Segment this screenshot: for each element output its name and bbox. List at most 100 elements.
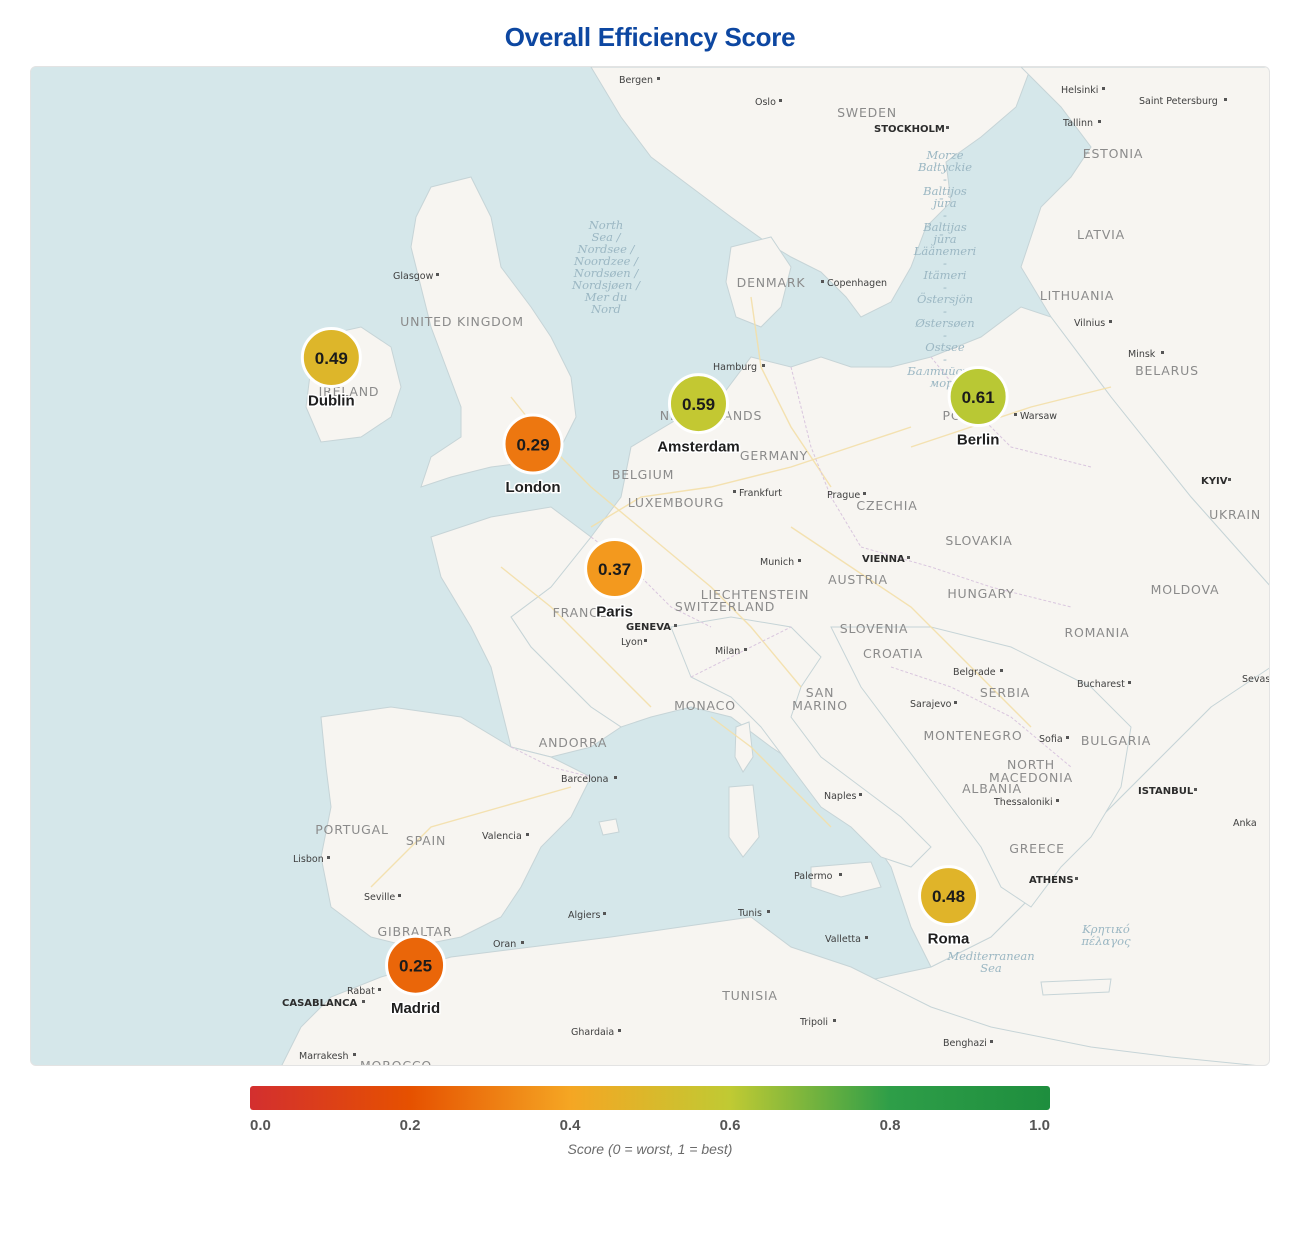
marker-roma[interactable]: 0.48 Roma bbox=[918, 865, 980, 949]
land-corsica bbox=[734, 721, 754, 773]
country-label-north-macedonia: NORTH MACEDONIA bbox=[989, 757, 1073, 785]
country-label-czechia: CZECHIA bbox=[856, 498, 917, 513]
marker-city-name: Dublin bbox=[308, 393, 355, 410]
city-label-stockholm: STOCKHOLM bbox=[874, 124, 945, 135]
city-label-bergen: Bergen bbox=[619, 75, 653, 86]
country-label-morocco: MOROCCO bbox=[360, 1058, 432, 1066]
marker-value: 0.37 bbox=[598, 560, 631, 579]
country-label-slovenia: SLOVENIA bbox=[840, 621, 909, 636]
city-label-minsk: Minsk bbox=[1128, 349, 1156, 360]
land-balkans bbox=[830, 626, 1132, 908]
land-denmark bbox=[725, 236, 792, 328]
city-label-geneva: GENEVA bbox=[626, 622, 671, 633]
legend-tick: 1.0 bbox=[1029, 1117, 1050, 1134]
city-label-lisbon: Lisbon bbox=[293, 854, 324, 865]
city-label-tunis: Tunis bbox=[737, 908, 762, 919]
land-france bbox=[430, 506, 622, 758]
country-label-germany: GERMANY bbox=[740, 448, 808, 463]
land-iberia bbox=[320, 706, 592, 948]
marker-circle[interactable] bbox=[667, 373, 729, 435]
marker-value: 0.48 bbox=[932, 887, 965, 906]
city-label-warsaw: Warsaw bbox=[1020, 411, 1057, 422]
city-label-tripoli: Tripoli bbox=[799, 1017, 828, 1028]
city-label-prague: Prague bbox=[827, 490, 860, 501]
city-label-lyon: Lyon bbox=[621, 637, 643, 648]
country-label-serbia: SERBIA bbox=[980, 685, 1030, 700]
city-label-bucharest: Bucharest bbox=[1077, 679, 1125, 690]
city-label-copenhagen: Copenhagen bbox=[827, 278, 887, 289]
city-label-istanbul: ISTANBUL bbox=[1138, 786, 1194, 797]
city-label-valencia: Valencia bbox=[482, 831, 522, 842]
color-scale-legend bbox=[250, 1086, 1050, 1110]
city-label-vilnius: Vilnius bbox=[1074, 318, 1105, 329]
city-label-valletta: Valletta bbox=[825, 934, 861, 945]
land-layer bbox=[281, 67, 1269, 1065]
marker-city-name: Amsterdam bbox=[657, 439, 740, 456]
score-markers[interactable]: 0.49 Dublin 0.29 London 0.59 Amsterdam 0.61 Ber… bbox=[300, 327, 1009, 1019]
marker-circle[interactable] bbox=[947, 366, 1009, 428]
map-panel[interactable]: North Sea / Nordsee / Noordzee / Nordsøen / N… bbox=[30, 66, 1270, 1066]
country-label-liechtenstein: LIECHTENSTEIN bbox=[701, 587, 809, 602]
marker-circle[interactable] bbox=[300, 327, 362, 389]
land-crete bbox=[1040, 978, 1112, 996]
country-label-denmark: DENMARK bbox=[737, 275, 806, 290]
city-label-vienna: VIENNA bbox=[862, 554, 905, 565]
marker-circle[interactable] bbox=[385, 934, 447, 996]
city-label-tallinn: Tallinn bbox=[1062, 118, 1093, 129]
country-label-monaco: MONACO bbox=[674, 698, 736, 713]
country-label-lithuania: LITHUANIA bbox=[1040, 288, 1114, 303]
marker-value: 0.25 bbox=[399, 957, 432, 976]
land-mallorca bbox=[598, 818, 620, 836]
basemap[interactable]: North Sea / Nordsee / Noordzee / Nordsøen / N… bbox=[31, 67, 1270, 1066]
marker-amsterdam[interactable]: 0.59 Amsterdam bbox=[656, 373, 741, 457]
city-label-frankfurt: Frankfurt bbox=[739, 488, 782, 499]
marker-dublin[interactable]: 0.49 Dublin bbox=[300, 327, 362, 411]
land-north-africa bbox=[281, 916, 1257, 1065]
land-britain bbox=[410, 176, 577, 488]
city-label-sevas: Sevas bbox=[1242, 674, 1270, 685]
land-scandinavia bbox=[590, 67, 1032, 318]
country-label-gibraltar: GIBRALTAR bbox=[377, 924, 452, 939]
sea-label-cretan: Κρητικό πέλαγος bbox=[1080, 922, 1131, 948]
legend-tick: 0.2 bbox=[399, 1117, 421, 1134]
country-label-ukraine: UKRAIN bbox=[1209, 507, 1261, 522]
city-label-algiers: Algiers bbox=[568, 910, 601, 921]
marker-city-name: Madrid bbox=[391, 1000, 440, 1017]
country-label-greece: GREECE bbox=[1009, 841, 1065, 856]
marker-circle[interactable] bbox=[918, 865, 980, 927]
country-label-albania: ALBANIA bbox=[962, 781, 1022, 796]
legend-tick: 0.4 bbox=[559, 1117, 581, 1134]
sea-label-mediterranean: Mediterranean Sea bbox=[946, 949, 1034, 975]
country-label-montenegro: MONTENEGRO bbox=[924, 728, 1023, 743]
legend-tick: 0.0 bbox=[250, 1117, 271, 1134]
city-label-benghazi: Benghazi bbox=[943, 1038, 987, 1049]
city-label-athens: ATHENS bbox=[1029, 875, 1074, 886]
city-label-sarajevo: Sarajevo bbox=[910, 699, 952, 710]
marker-berlin[interactable]: 0.61 Berlin bbox=[947, 366, 1009, 450]
sea-labels: North Sea / Nordsee / Noordzee / Nordsøen / N… bbox=[571, 148, 1131, 975]
marker-paris[interactable]: 0.37 Paris bbox=[584, 538, 646, 622]
city-label-munich: Munich bbox=[760, 557, 794, 568]
marker-circle[interactable] bbox=[584, 538, 646, 600]
marker-madrid[interactable]: 0.25 Madrid bbox=[385, 934, 447, 1019]
country-label-uk: UNITED KINGDOM bbox=[400, 314, 524, 329]
marker-circle[interactable] bbox=[502, 413, 564, 475]
marker-value: 0.29 bbox=[516, 436, 549, 455]
city-label-oslo: Oslo bbox=[755, 97, 776, 108]
country-label-hungary: HUNGARY bbox=[947, 586, 1014, 601]
city-label-seville: Seville bbox=[364, 892, 395, 903]
land-sardinia bbox=[728, 784, 760, 858]
country-label-slovakia: SLOVAKIA bbox=[945, 533, 1012, 548]
city-label-casablanca: CASABLANCA bbox=[282, 998, 357, 1009]
city-label-anka: Anka bbox=[1233, 818, 1257, 829]
country-label-tunisia: TUNISIA bbox=[721, 988, 778, 1003]
country-label-switzerland: SWITZERLAND bbox=[675, 599, 775, 614]
country-label-austria: AUSTRIA bbox=[828, 572, 888, 587]
country-label-sweden: SWEDEN bbox=[837, 105, 897, 120]
marker-city-name: Roma bbox=[928, 931, 970, 948]
city-label-helsinki: Helsinki bbox=[1061, 85, 1098, 96]
city-label-naples: Naples bbox=[824, 791, 856, 802]
marker-london[interactable]: 0.29 London bbox=[502, 413, 564, 498]
city-label-belgrade: Belgrade bbox=[953, 667, 996, 678]
map-title: Overall Efficiency Score bbox=[504, 22, 796, 52]
